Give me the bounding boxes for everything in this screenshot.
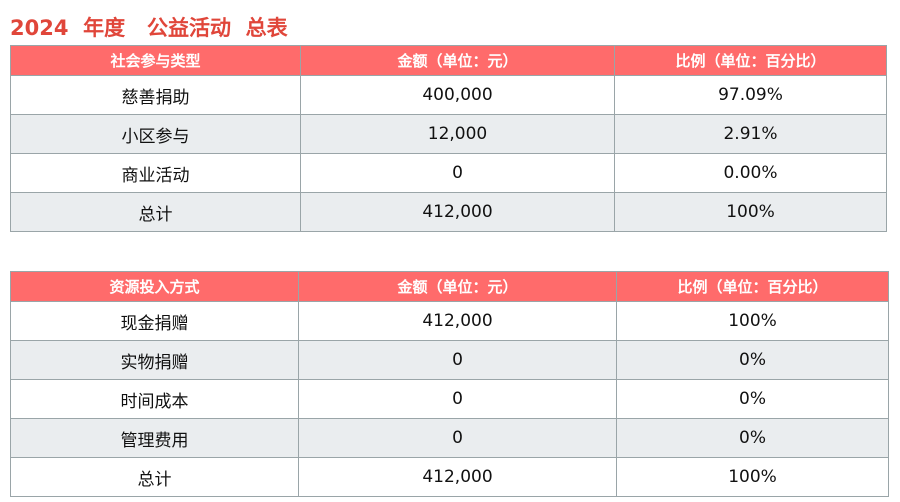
col-header-type: 社会参与类型 — [10, 45, 301, 76]
table-row: 小区参与 12,000 2.91% — [10, 114, 887, 154]
col-header-method: 资源投入方式 — [10, 271, 299, 302]
cell-label: 总计 — [10, 457, 299, 497]
cell-ratio: 100% — [616, 457, 889, 497]
cell-ratio: 2.91% — [614, 114, 887, 154]
table-row: 慈善捐助 400,000 97.09% — [10, 75, 887, 115]
table-row: 管理费用 0 0% — [10, 418, 889, 458]
cell-ratio: 0% — [616, 418, 889, 458]
cell-ratio: 97.09% — [614, 75, 887, 115]
cell-amount: 412,000 — [300, 192, 615, 232]
cell-ratio: 0% — [616, 379, 889, 419]
cell-amount: 412,000 — [298, 457, 617, 497]
col-header-ratio: 比例（单位：百分比） — [616, 271, 889, 302]
cell-label: 实物捐赠 — [10, 340, 299, 380]
table-row: 总计 412,000 100% — [10, 457, 889, 497]
col-header-ratio: 比例（单位：百分比） — [614, 45, 887, 76]
cell-amount: 0 — [298, 340, 617, 380]
cell-label: 管理费用 — [10, 418, 299, 458]
cell-amount: 12,000 — [300, 114, 615, 154]
col-header-amount: 金额（单位：元） — [298, 271, 617, 302]
header-row: 资源投入方式 金额（单位：元） 比例（单位：百分比） — [10, 271, 889, 302]
table-row: 实物捐赠 0 0% — [10, 340, 889, 380]
table-row: 总计 412,000 100% — [10, 192, 887, 232]
page-title: 2024 年度 公益活动 总表 — [10, 16, 288, 40]
cell-amount: 400,000 — [300, 75, 615, 115]
social-participation-table: 社会参与类型 金额（单位：元） 比例（单位：百分比） 慈善捐助 400,000 97… — [10, 45, 887, 232]
cell-amount: 0 — [300, 153, 615, 193]
cell-label: 总计 — [10, 192, 301, 232]
cell-amount: 412,000 — [298, 301, 617, 341]
header-row: 社会参与类型 金额（单位：元） 比例（单位：百分比） — [10, 45, 887, 76]
table-row: 商业活动 0 0.00% — [10, 153, 887, 193]
resource-input-table: 资源投入方式 金额（单位：元） 比例（单位：百分比） 现金捐赠 412,000 10… — [10, 271, 889, 497]
cell-label: 慈善捐助 — [10, 75, 301, 115]
cell-label: 时间成本 — [10, 379, 299, 419]
cell-ratio: 0.00% — [614, 153, 887, 193]
cell-amount: 0 — [298, 418, 617, 458]
cell-ratio: 100% — [614, 192, 887, 232]
table-row: 时间成本 0 0% — [10, 379, 889, 419]
cell-label: 商业活动 — [10, 153, 301, 193]
cell-label: 现金捐赠 — [10, 301, 299, 341]
cell-ratio: 100% — [616, 301, 889, 341]
col-header-amount: 金额（单位：元） — [300, 45, 615, 76]
cell-amount: 0 — [298, 379, 617, 419]
cell-ratio: 0% — [616, 340, 889, 380]
table-row: 现金捐赠 412,000 100% — [10, 301, 889, 341]
cell-label: 小区参与 — [10, 114, 301, 154]
